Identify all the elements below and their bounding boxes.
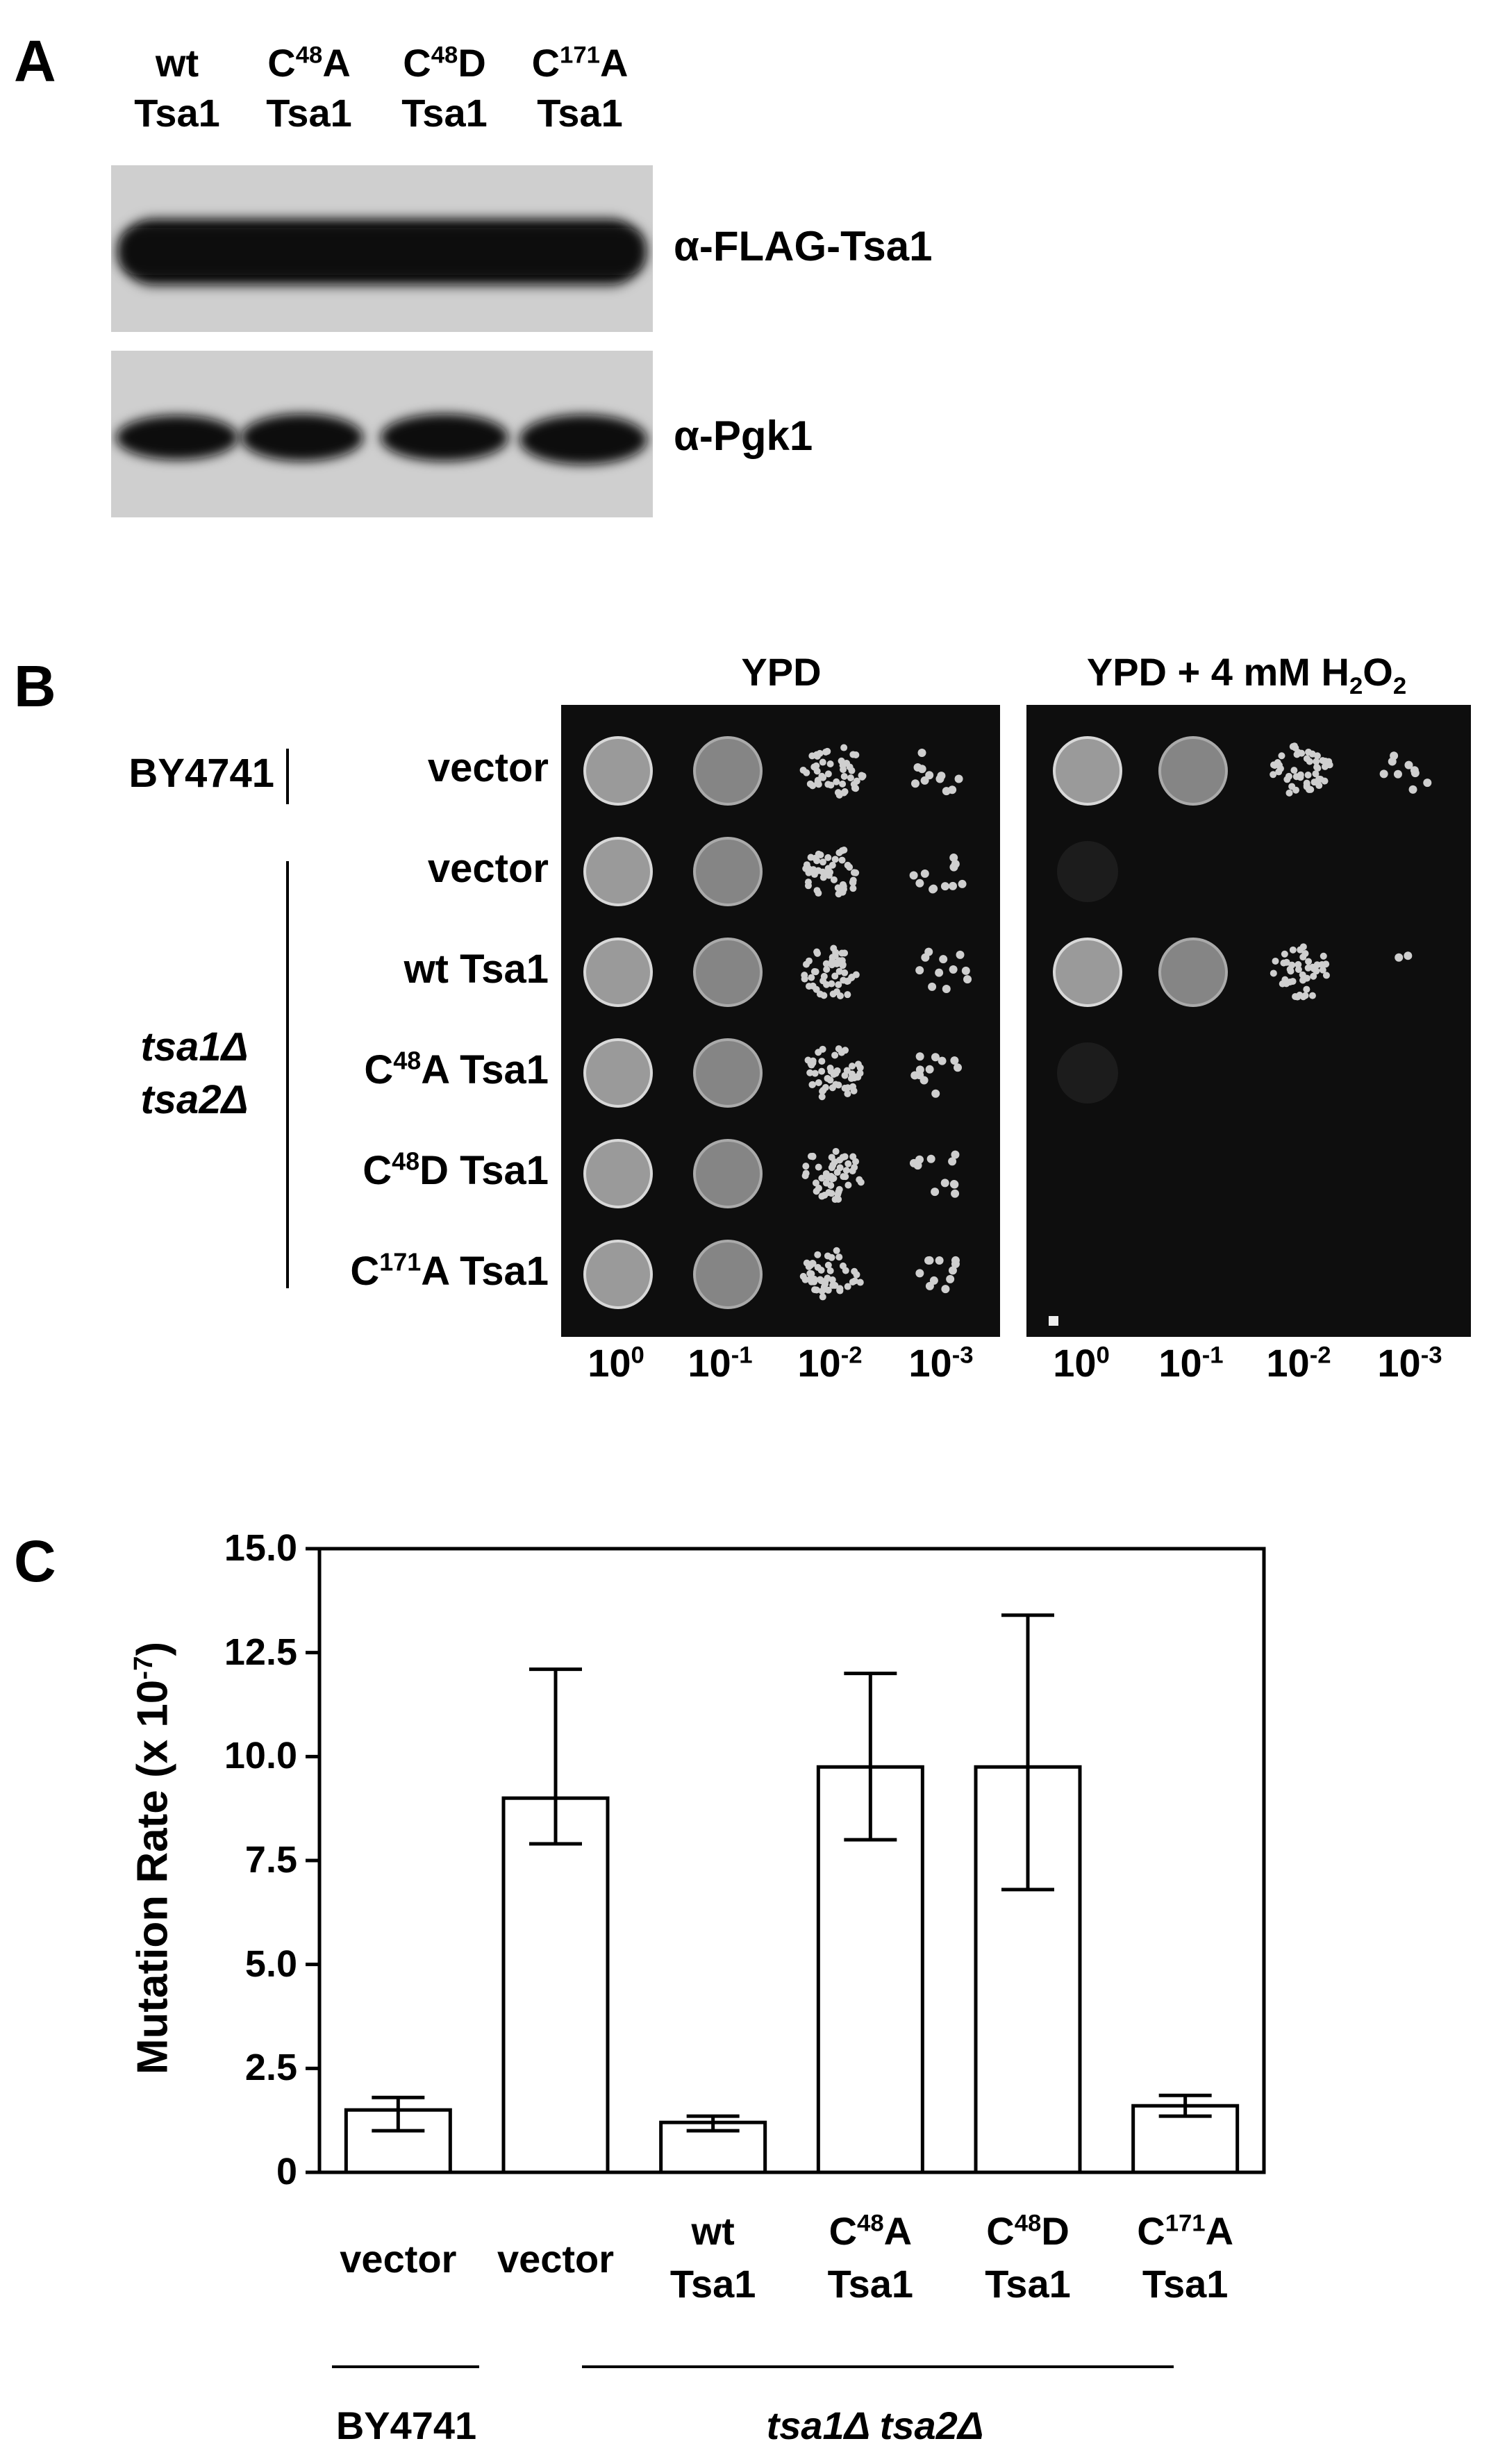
ypd-spot-r2-c0 [583,938,653,1007]
plate-ypd-spots [583,736,972,1309]
y-tick-label-5: 12.5 [224,1631,297,1673]
dilution-label-7: 10-3 [1377,1341,1442,1385]
background-strain-label: BY4741 [128,751,274,796]
ypd-spot-r5-c0 [583,1240,653,1309]
blot-pgk1 [111,351,653,517]
mutant-strain-label: tsa1Δ tsa2Δ [140,1024,249,1122]
y-tick-label-6: 15.0 [224,1527,297,1569]
background-strain-bracket [286,749,289,804]
strain-row-label-2: wt Tsa1 [403,947,549,992]
dilution-label-3: 10-3 [908,1341,974,1385]
ypd-spot-r5-c1 [693,1240,763,1309]
lane-label-2: C48D Tsa1 [401,41,488,135]
ypd-spot-r3-c1 [693,1038,763,1108]
h2o2-spot-r0-c1 [1158,736,1228,806]
mutant-strain-bracket [286,861,289,1288]
bar-5 [1131,2104,1240,2174]
x-category-label-0: vector [340,2237,457,2281]
h2o2-spot-r1-c0 [1057,841,1118,902]
x-category-label-4: C48D Tsa1 [985,2209,1071,2306]
ypd-spot-r0-c2 [799,744,867,799]
dilution-label-4: 100 [1053,1341,1110,1385]
lane-label-0: wt Tsa1 [134,41,220,135]
blot-flag [111,165,653,332]
dilution-label-2: 10-2 [797,1341,863,1385]
h2o2-spot-r0-c3 [1379,751,1432,794]
h2o2-spot-r2-c1 [1158,938,1228,1007]
lane-label-1: C48A Tsa1 [266,41,352,135]
dilution-label-5: 10-1 [1158,1341,1224,1385]
ypd-spot-r2-c3 [915,947,972,993]
plate-artifact [1049,1316,1058,1326]
ypd-spot-r2-c2 [801,944,860,1000]
strain-row-label-3: C48A Tsa1 [364,1046,549,1092]
ypd-spot-r5-c2 [799,1247,864,1301]
plate-ypd [561,705,1000,1337]
ypd-spot-r3-c3 [910,1052,963,1098]
x-category-label-5: C171A Tsa1 [1137,2209,1234,2306]
group-label-by4741: BY4741 [335,2404,477,2447]
y-tick-label-1: 2.5 [244,2047,297,2089]
ypd-spot-r3-c2 [804,1045,864,1101]
x-category-label-1: vector [497,2237,615,2281]
ypd-spot-r4-c1 [693,1139,763,1208]
panel-a-letter: A [14,28,56,94]
bar-1 [501,1796,610,2174]
x-category-label-3: C48A Tsa1 [827,2209,914,2306]
x-category-label-2: wt Tsa1 [669,2209,756,2306]
dilution-label-1: 10-1 [688,1341,753,1385]
h2o2-spot-r2-c2 [1270,943,1330,1001]
ypd-spot-r4-c2 [801,1147,865,1204]
plot-frame [317,1547,1266,2174]
h2o2-spot-r0-c2 [1270,742,1333,797]
blot-pgk1-bands [111,351,653,517]
ypd-spot-r0-c1 [693,736,763,806]
panel-c-letter: C [14,1529,56,1594]
condition-h2o2-label: YPD + 4 mM H2O2 [1086,650,1407,700]
h2o2-spot-r2-c3 [1395,951,1413,962]
dilution-label-6: 10-2 [1266,1341,1331,1385]
ypd-spot-r2-c1 [693,938,763,1007]
ypd-spot-r0-c0 [583,736,653,806]
y-tick-label-4: 10.0 [224,1735,297,1777]
condition-ypd-label: YPD [741,650,822,694]
strain-row-label-5: C171A Tsa1 [350,1247,549,1294]
strain-row-label-4: C48D Tsa1 [363,1147,549,1193]
plate-h2o2 [1026,705,1471,1337]
dilution-label-0: 100 [588,1341,644,1385]
group-label-mutant: tsa1Δ tsa2Δ [766,2404,984,2447]
plate-h2o2-spots [1049,736,1432,1326]
strain-row-label-1: vector [427,846,549,891]
ypd-spot-r1-c3 [909,854,967,894]
ypd-spot-r4-c3 [909,1150,960,1198]
h2o2-spot-r2-c0 [1053,938,1122,1007]
y-tick-label-3: 7.5 [244,1839,297,1881]
h2o2-spot-r3-c0 [1057,1042,1118,1104]
y-tick-label-2: 5.0 [244,1942,297,1985]
ypd-spot-r5-c3 [915,1256,960,1294]
ypd-spot-r1-c0 [583,837,653,906]
blot-flag-bands [111,165,653,332]
panel-b-letter: B [14,654,56,719]
ypd-spot-r3-c0 [583,1038,653,1108]
ypd-spot-r1-c1 [693,837,763,906]
strain-row-label-0: vector [427,745,549,790]
h2o2-spot-r0-c0 [1053,736,1122,806]
ypd-spot-r1-c2 [802,846,860,898]
blot-pgk1-label: α-Pgk1 [674,413,813,459]
lane-label-3: C171A Tsa1 [531,41,629,135]
ypd-spot-r4-c0 [583,1139,653,1208]
ypd-spot-r0-c3 [910,748,963,796]
y-tick-label-0: 0 [276,2151,297,2192]
blot-flag-label: α-FLAG-Tsa1 [674,223,933,269]
